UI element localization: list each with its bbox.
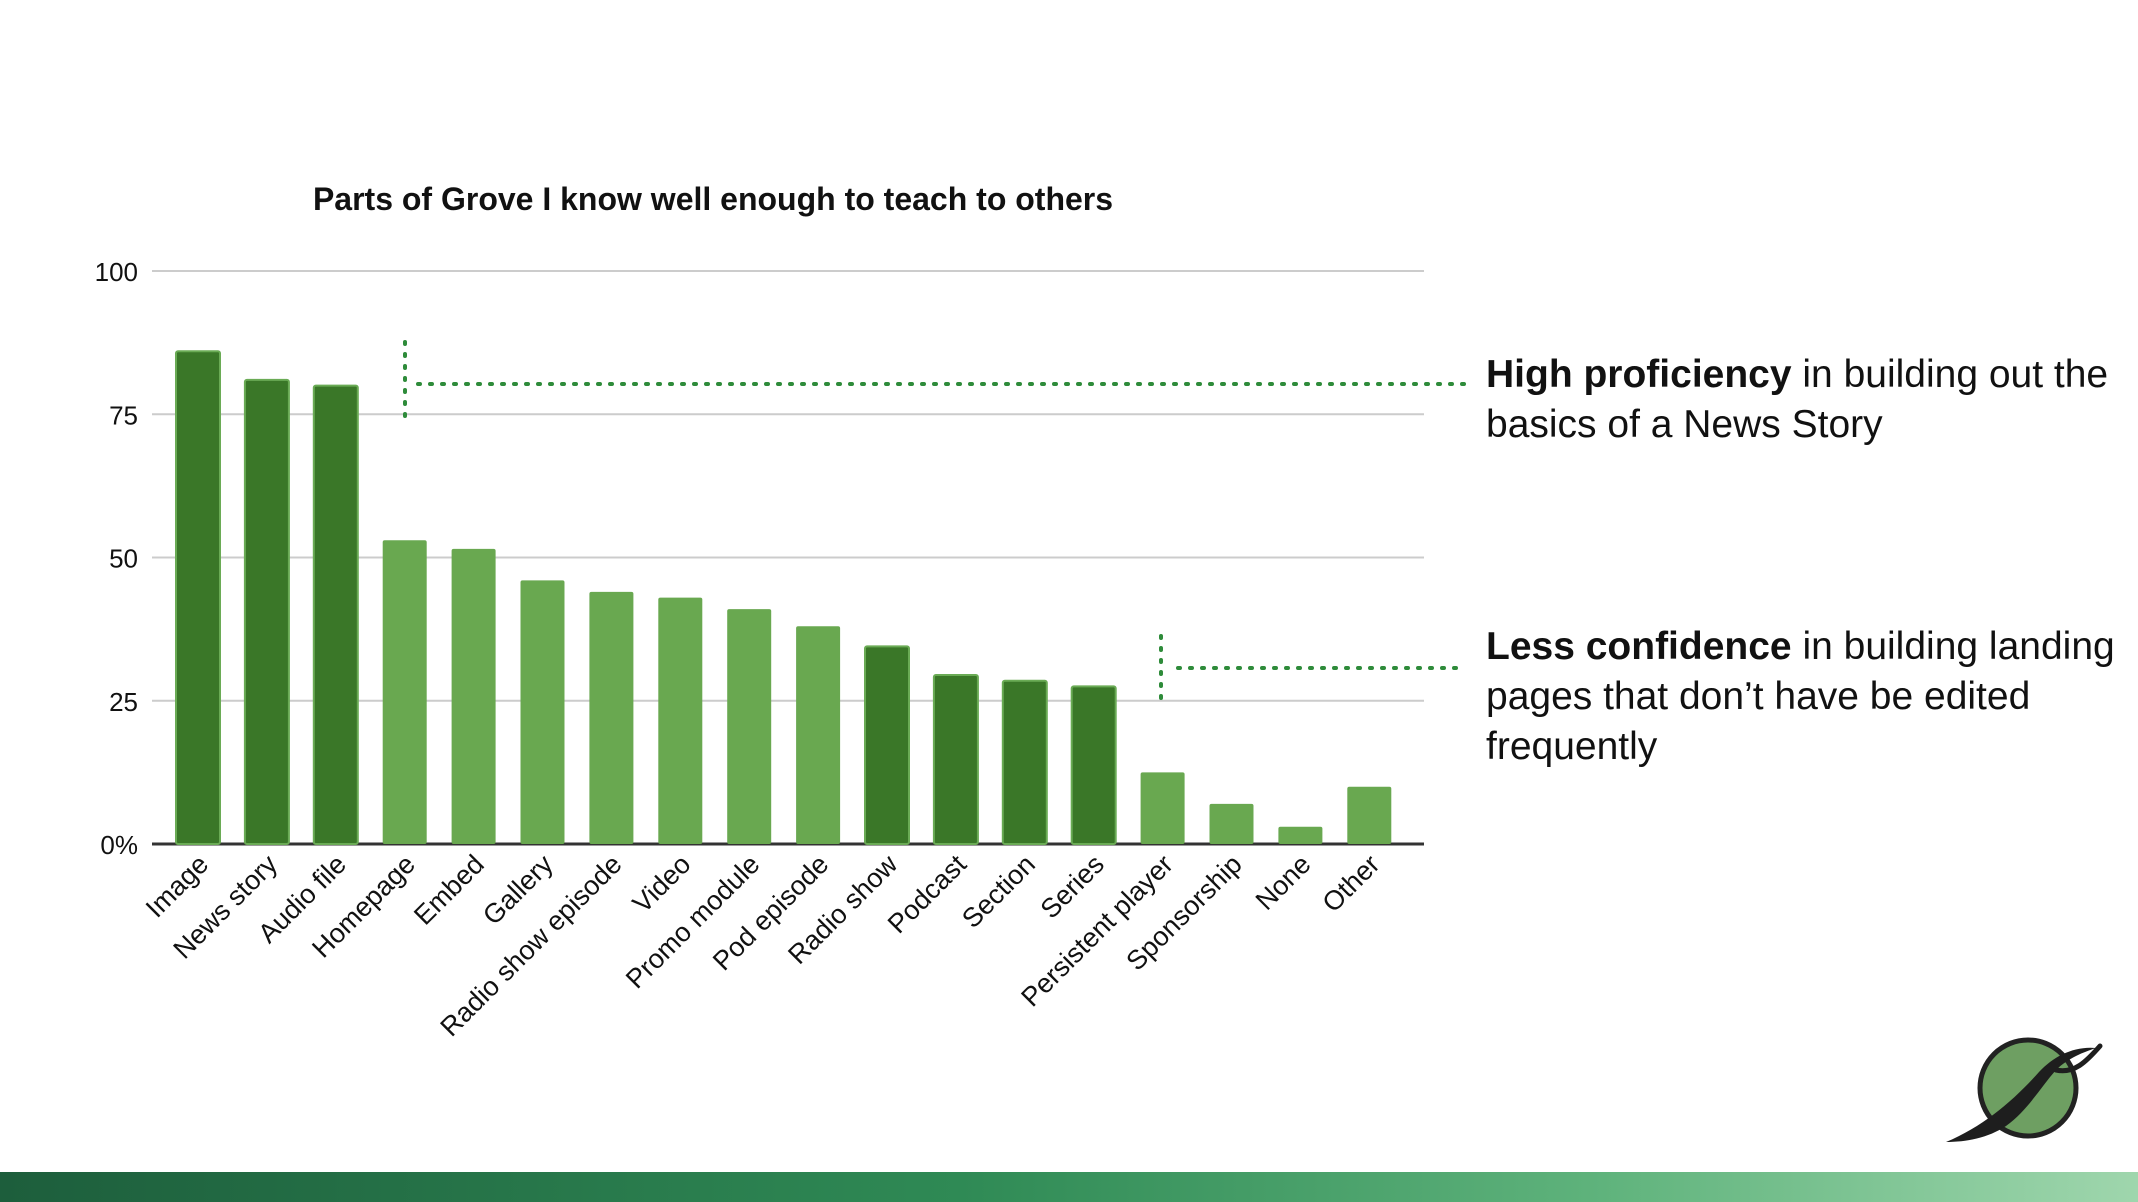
x-tick-label: Section (956, 849, 1041, 934)
x-tick-label: Podcast (882, 849, 973, 940)
bar-promo-module (727, 609, 772, 844)
bar-series (1070, 685, 1117, 845)
x-tick-label: Embed (408, 849, 490, 931)
callout-less-confidence: Less confidence in building landing page… (1486, 622, 2126, 772)
bar-sponsorship (1209, 803, 1254, 844)
bottom-gradient-bar (0, 1172, 2138, 1202)
bar-video (658, 597, 703, 844)
callout-high-proficiency: High proficiency in building out the bas… (1486, 350, 2126, 450)
callout-high-bold: High proficiency (1486, 353, 1792, 396)
bar-homepage (382, 540, 427, 844)
callout-low-text: in building landing pages that don’t hav… (1486, 625, 2115, 768)
bar-pod-episode (796, 626, 841, 844)
callout-high-text: in building out the basics of a News Sto… (1486, 353, 2109, 446)
y-tick-label: 50 (109, 544, 138, 574)
bar-other (1347, 786, 1392, 844)
bar-none (1278, 826, 1323, 844)
grove-leaf-logo-icon (1946, 1037, 2103, 1142)
bar-news-story (243, 378, 290, 845)
bar-radio-show-episode (589, 591, 634, 844)
chart-title: Parts of Grove I know well enough to tea… (313, 181, 1113, 217)
bar-persistent-player (1140, 772, 1185, 844)
bar-section (1001, 679, 1048, 845)
y-tick-label: 75 (109, 400, 138, 430)
bar-radio-show (864, 645, 910, 845)
annotation-brackets (403, 340, 1468, 702)
y-tick-label: 100 (95, 257, 138, 287)
bar-gallery (520, 580, 565, 844)
bar-image (175, 350, 221, 845)
x-tick-label: Other (1317, 849, 1386, 918)
bar-podcast (932, 673, 979, 846)
callout-low-bold: Less confidence (1486, 625, 1792, 668)
bar-embed (451, 548, 496, 844)
bar-audio-file (312, 384, 359, 845)
y-tick-label: 25 (109, 687, 138, 717)
x-tick-label: None (1250, 849, 1317, 916)
y-tick-label: 0% (100, 830, 138, 860)
y-axis-ticks: 0% 25 50 75 100 (95, 257, 138, 860)
bars (175, 350, 1392, 846)
